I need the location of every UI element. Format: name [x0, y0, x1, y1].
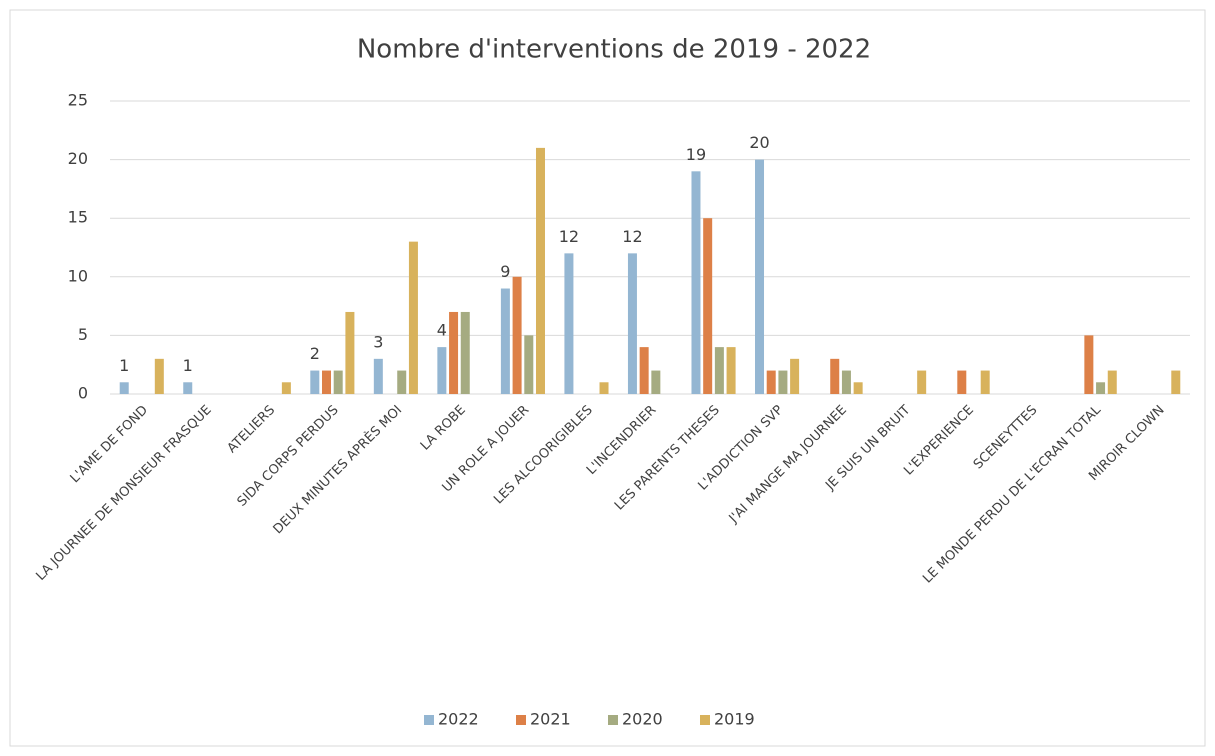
bar — [460, 311, 470, 394]
y-tick-label: 25 — [68, 91, 88, 110]
bar — [957, 370, 967, 394]
bar — [154, 358, 164, 394]
bar — [397, 370, 407, 394]
legend-label: 2022 — [438, 710, 479, 729]
legend-swatch — [700, 715, 710, 725]
data-label: 1 — [183, 356, 193, 375]
legend-swatch — [424, 715, 434, 725]
data-label: 20 — [749, 133, 769, 152]
bar — [1084, 335, 1094, 394]
bar — [512, 276, 522, 394]
bar — [310, 370, 320, 394]
bar — [564, 253, 574, 394]
bar — [183, 382, 193, 394]
bar — [726, 347, 736, 394]
chart-border — [9, 9, 1206, 747]
bar — [853, 382, 863, 394]
data-label: 12 — [622, 227, 642, 246]
bar — [449, 311, 459, 394]
bar — [627, 253, 637, 394]
bar — [437, 347, 447, 394]
data-label: 19 — [686, 145, 706, 164]
data-label: 12 — [559, 227, 579, 246]
legend-swatch — [608, 715, 618, 725]
data-label: 3 — [373, 332, 383, 351]
y-tick-label: 20 — [68, 149, 88, 168]
bar — [333, 370, 343, 394]
bar — [281, 382, 291, 394]
y-tick-label: 10 — [68, 266, 88, 285]
bar — [373, 358, 383, 394]
bar — [345, 311, 355, 394]
bar — [917, 370, 927, 394]
legend-label: 2021 — [530, 710, 571, 729]
y-tick-label: 0 — [78, 384, 88, 403]
bar — [651, 370, 661, 394]
bar — [841, 370, 851, 394]
bar — [1096, 382, 1106, 394]
legend-label: 2019 — [714, 710, 755, 729]
bar — [703, 218, 713, 394]
y-tick-label: 5 — [78, 325, 88, 344]
bar — [119, 382, 129, 394]
data-label: 1 — [119, 356, 129, 375]
bar — [408, 241, 418, 394]
bar — [714, 347, 724, 394]
bar — [980, 370, 990, 394]
data-label: 9 — [500, 262, 510, 281]
bar — [1171, 370, 1181, 394]
bar — [790, 358, 800, 394]
data-label: 4 — [437, 321, 447, 340]
chart-title: Nombre d'interventions de 2019 - 2022 — [357, 35, 871, 65]
bar — [1107, 370, 1117, 394]
bar — [830, 358, 840, 394]
bar — [535, 147, 545, 394]
bar — [322, 370, 332, 394]
legend-label: 2020 — [622, 710, 663, 729]
bar — [691, 171, 701, 394]
bar — [766, 370, 776, 394]
bar — [639, 347, 649, 394]
bar — [755, 159, 765, 394]
bar — [599, 382, 609, 394]
y-tick-label: 15 — [68, 208, 88, 227]
data-label: 2 — [310, 344, 320, 363]
bar — [778, 370, 788, 394]
legend-swatch — [516, 715, 526, 725]
bar — [500, 288, 510, 394]
bar — [524, 335, 534, 394]
